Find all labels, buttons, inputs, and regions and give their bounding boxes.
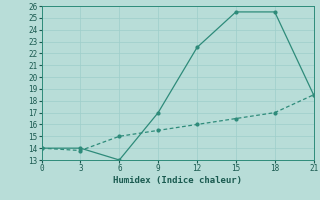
X-axis label: Humidex (Indice chaleur): Humidex (Indice chaleur) xyxy=(113,176,242,185)
